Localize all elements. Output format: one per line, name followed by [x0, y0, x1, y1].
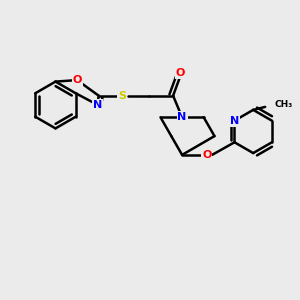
Text: O: O: [202, 150, 211, 160]
Text: N: N: [230, 116, 239, 126]
Text: S: S: [118, 91, 126, 101]
Text: O: O: [72, 75, 82, 85]
Text: O: O: [176, 68, 185, 78]
Text: N: N: [93, 100, 102, 110]
Text: CH₃: CH₃: [274, 100, 292, 109]
Text: N: N: [178, 112, 187, 122]
